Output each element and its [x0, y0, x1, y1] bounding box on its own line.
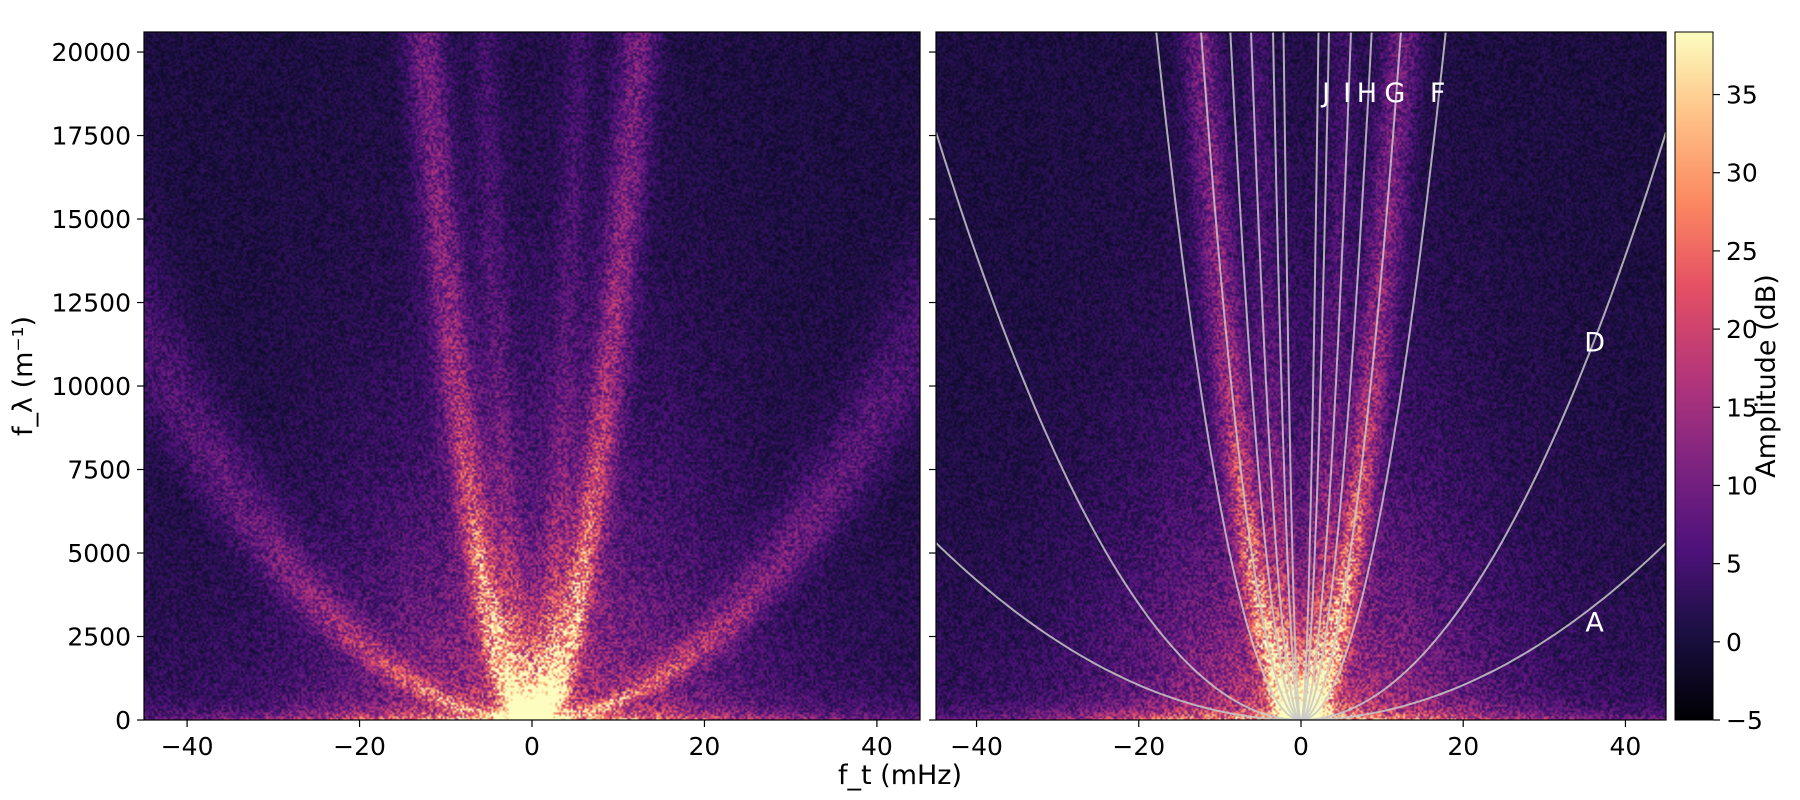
colorbar-tick-label: 5: [1726, 550, 1742, 579]
left-y-tick-label: 17500: [51, 122, 131, 151]
colorbar: −5 0 5 10 15 20 25 30 35 Amplitude (dB): [1674, 31, 1782, 735]
left-y-tick-label: 5000: [67, 539, 131, 568]
right-x-tick-label: 20: [1447, 732, 1479, 761]
colorbar-tick-label: 30: [1726, 159, 1758, 188]
colorbar-tick-label: 20: [1726, 315, 1758, 344]
colorbar-label: Amplitude (dB): [1751, 274, 1782, 478]
right-x-tick-label: 40: [1610, 732, 1642, 761]
dispersion-curve-D: [936, 131, 1666, 720]
left-y-tick-label: 2500: [67, 623, 131, 652]
right-x-tick-label: −40: [950, 732, 1003, 761]
right-x-tick-label: 0: [1293, 732, 1309, 761]
right-spectrogram-image: [936, 32, 1666, 720]
x-axis-label: f_t (mHz): [838, 760, 962, 791]
curve-label-H: H: [1357, 78, 1377, 109]
left-x-tick-label: 40: [861, 732, 893, 761]
dispersion-curve-F: [1155, 32, 1447, 720]
curve-label-F: F: [1430, 78, 1446, 109]
curve-label-D: D: [1584, 327, 1605, 358]
colorbar-tick-label: −5: [1726, 706, 1763, 735]
dispersion-curve-G: [1200, 32, 1402, 720]
left-y-tick-label: 0: [115, 706, 131, 735]
left-x-ticks: −40 −20 0 20 40: [161, 720, 893, 761]
left-panel: −40 −20 0 20 40 0 2500 5000 7500 10000 12500 15000…: [51, 31, 921, 761]
colorbar-tick-label: 25: [1726, 237, 1758, 266]
left-y-tick-label: 10000: [51, 372, 131, 401]
dispersion-curve-A: [936, 542, 1666, 720]
dispersion-curve-J: [1272, 32, 1330, 720]
left-y-ticks: 0 2500 5000 7500 10000 12500 15000 17500 20000: [51, 38, 144, 735]
left-y-tick-label: 15000: [51, 205, 131, 234]
dispersion-curve-H: [1229, 32, 1373, 720]
left-y-tick-label: 20000: [51, 38, 131, 67]
y-axis-label: f_λ (m⁻¹): [8, 316, 39, 436]
curve-label-G: G: [1384, 78, 1405, 109]
left-y-tick-label: 7500: [67, 456, 131, 485]
colorbar-tick-label: 10: [1726, 471, 1758, 500]
colorbar-tick-label: 15: [1726, 393, 1758, 422]
left-x-tick-label: −20: [333, 732, 386, 761]
right-x-ticks: −40 −20 0 20 40: [950, 720, 1641, 761]
curve-label-I: I: [1343, 78, 1351, 109]
colorbar-tick-label: 35: [1726, 81, 1758, 110]
curve-label-J: J: [1320, 78, 1330, 109]
dispersion-curve-I: [1250, 32, 1352, 720]
left-spectrogram-image: [144, 32, 920, 720]
right-x-tick-label: −20: [1112, 732, 1165, 761]
dispersion-curve: [1282, 32, 1320, 720]
colorbar-gradient: [1674, 31, 1714, 721]
left-x-tick-label: 0: [524, 732, 540, 761]
colorbar-ticks: −5 0 5 10 15 20 25 30 35: [1713, 81, 1763, 735]
right-y-ticks: [929, 51, 936, 721]
dispersion-curves: [936, 32, 1666, 720]
left-x-tick-label: 20: [689, 732, 721, 761]
left-x-tick-label: −40: [161, 732, 214, 761]
curve-label-A: A: [1585, 607, 1604, 638]
left-y-tick-label: 12500: [51, 289, 131, 318]
colorbar-tick-label: 0: [1726, 628, 1742, 657]
